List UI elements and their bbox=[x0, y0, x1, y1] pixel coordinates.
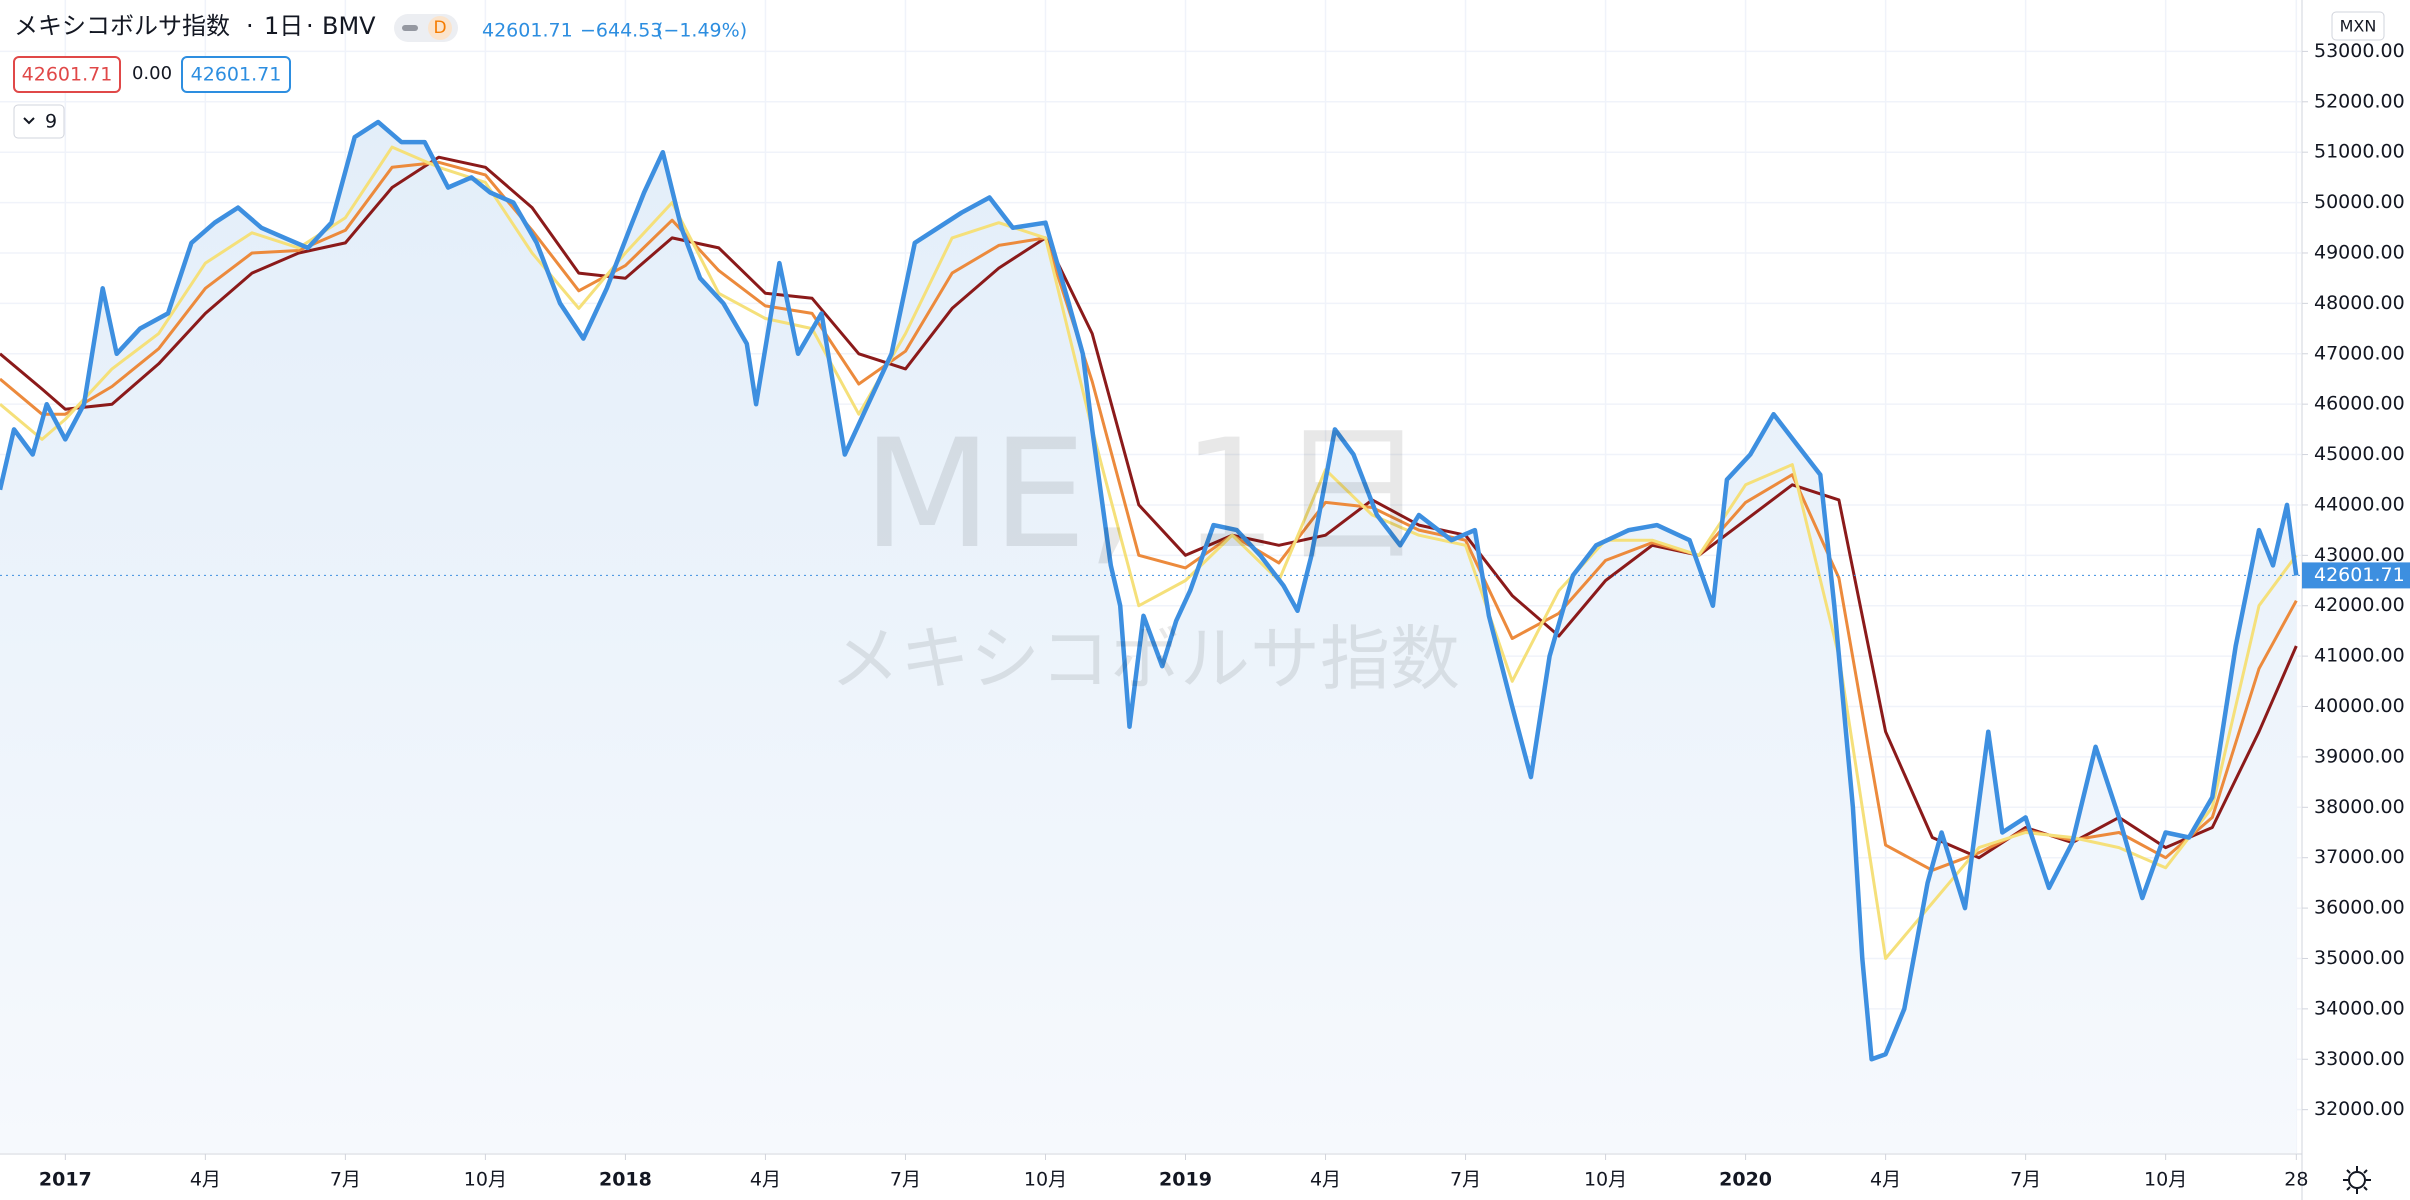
y-tick-label: 40000.00 bbox=[2314, 695, 2405, 717]
currency-badge bbox=[2331, 11, 2385, 41]
value-box bbox=[181, 56, 291, 93]
y-tick-label: 43000.00 bbox=[2314, 544, 2405, 566]
exchange: BMV bbox=[322, 12, 376, 40]
separator: · bbox=[306, 12, 314, 40]
value-box-text: 42601.71 bbox=[22, 64, 113, 86]
x-tick-label: 2017 bbox=[39, 1169, 92, 1191]
x-tick-label: 10月 bbox=[1584, 1169, 1627, 1191]
indicator-count: 9 bbox=[45, 111, 57, 133]
last-price-tag bbox=[2302, 562, 2410, 589]
y-tick-label: 35000.00 bbox=[2314, 947, 2405, 969]
area bbox=[0, 122, 2297, 1153]
badge-icon bbox=[402, 25, 418, 31]
x-tick-label: 4月 bbox=[1870, 1169, 1901, 1191]
y-tick-label: 47000.00 bbox=[2314, 342, 2405, 364]
x-tick-label: 10月 bbox=[464, 1169, 507, 1191]
y-tick-label: 33000.00 bbox=[2314, 1048, 2405, 1070]
interval: 1日 bbox=[264, 12, 303, 40]
separator: · bbox=[246, 12, 254, 40]
y-tick-label: 50000.00 bbox=[2314, 191, 2405, 213]
line bbox=[0, 119, 2299, 1062]
last-price-label: 42601.71 bbox=[2314, 564, 2405, 586]
x-tick-label: 4月 bbox=[190, 1169, 221, 1191]
x-tick-label: 10月 bbox=[1024, 1169, 1067, 1191]
x-tick-label: 28 bbox=[2284, 1169, 2308, 1191]
badge-letter: D bbox=[433, 18, 446, 38]
value-text: 0.00 bbox=[132, 63, 172, 84]
y-tick-label: 39000.00 bbox=[2314, 745, 2405, 767]
indicator-toggle[interactable] bbox=[13, 104, 65, 139]
x-tick-label: 2020 bbox=[1719, 1169, 1772, 1191]
x-tick-label: 2018 bbox=[599, 1169, 652, 1191]
title: メキシコボルサ指数 bbox=[14, 12, 230, 40]
x-tick-label: 7月 bbox=[890, 1169, 921, 1191]
watermark-symbol: ME, 1日 bbox=[863, 408, 1428, 582]
x-tick-label: 7月 bbox=[2010, 1169, 2041, 1191]
legend-last: 42601.71 bbox=[482, 20, 573, 42]
y-tick-label: 44000.00 bbox=[2314, 493, 2405, 515]
y-tick-label: 38000.00 bbox=[2314, 796, 2405, 818]
x-tick-label: 2019 bbox=[1159, 1169, 1212, 1191]
x-tick-label: 4月 bbox=[1310, 1169, 1341, 1191]
y-tick-label: 37000.00 bbox=[2314, 846, 2405, 868]
y-tick-label: 36000.00 bbox=[2314, 897, 2405, 919]
line bbox=[0, 145, 2298, 960]
watermark-name: メキシコボルサ指数 bbox=[830, 618, 1460, 700]
y-tick-label: 52000.00 bbox=[2314, 90, 2405, 112]
line bbox=[0, 160, 2298, 872]
x-tick-label: 10月 bbox=[2144, 1169, 2187, 1191]
y-tick-label: 45000.00 bbox=[2314, 443, 2405, 465]
y-tick-label: 53000.00 bbox=[2314, 40, 2405, 62]
legend-change-pct: (−1.49%) bbox=[656, 20, 747, 42]
y-tick-label: 48000.00 bbox=[2314, 292, 2405, 314]
y-tick-label: 49000.00 bbox=[2314, 241, 2405, 263]
y-tick-label: 46000.00 bbox=[2314, 393, 2405, 415]
value-box-text: 42601.71 bbox=[191, 64, 282, 86]
x-tick-label: 7月 bbox=[1450, 1169, 1481, 1191]
x-tick-label: 7月 bbox=[330, 1169, 361, 1191]
legend-change: −644.53 bbox=[580, 20, 662, 42]
currency: MXN bbox=[2340, 17, 2377, 36]
line bbox=[0, 155, 2298, 860]
value-box bbox=[13, 56, 121, 93]
settings-gear[interactable] bbox=[2343, 1166, 2371, 1194]
y-tick-label: 32000.00 bbox=[2314, 1098, 2405, 1120]
badge-dot bbox=[428, 16, 452, 40]
y-tick-label: 51000.00 bbox=[2314, 141, 2405, 163]
x-tick-label: 4月 bbox=[750, 1169, 781, 1191]
chevron bbox=[23, 117, 35, 125]
y-tick-label: 41000.00 bbox=[2314, 645, 2405, 667]
price-axis bbox=[2302, 0, 2410, 1200]
y-tick-label: 34000.00 bbox=[2314, 997, 2405, 1019]
y-tick-label: 42000.00 bbox=[2314, 594, 2405, 616]
time-axis bbox=[0, 1154, 2302, 1200]
